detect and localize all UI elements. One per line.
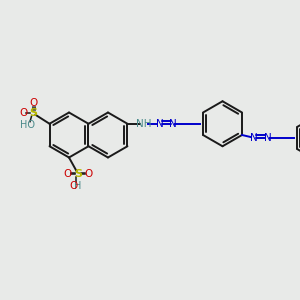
Text: N: N <box>169 119 177 129</box>
Text: S: S <box>74 169 82 179</box>
Text: O: O <box>69 181 77 191</box>
Text: O: O <box>19 108 28 118</box>
Text: HO: HO <box>20 120 34 130</box>
Text: O: O <box>63 169 72 179</box>
Text: H: H <box>74 181 82 191</box>
Text: O: O <box>29 98 37 108</box>
Text: N: N <box>250 133 258 143</box>
Text: O: O <box>84 169 93 179</box>
Text: S: S <box>29 108 37 118</box>
Text: NH: NH <box>136 119 152 129</box>
Text: N: N <box>156 119 164 129</box>
Text: N: N <box>264 133 272 143</box>
